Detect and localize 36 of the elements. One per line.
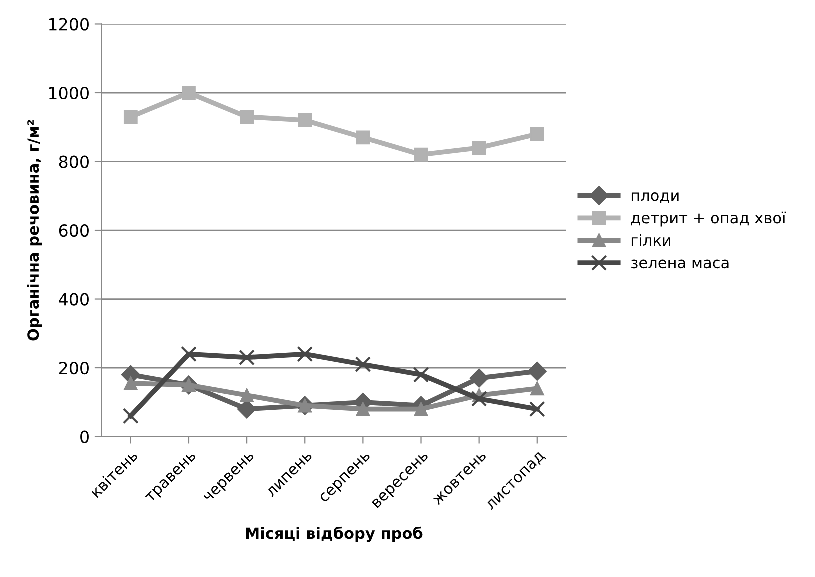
point [124,376,138,390]
point [414,402,428,416]
y-tick-label: 600 [59,224,89,238]
point [124,110,138,124]
point [530,382,544,396]
point [414,148,428,162]
point [470,368,489,388]
legend-label: плоди [632,192,679,204]
point [240,388,254,402]
point [180,346,197,362]
point [298,114,312,128]
point [355,356,372,373]
x-axis-title: Місяці відбору проб [246,526,423,542]
point [240,110,254,124]
legend-label: детрит + опад хвої [631,212,786,227]
y-tick-label: 400 [59,293,89,306]
legend-label: зелена маса [632,260,729,269]
point [297,346,314,362]
y-axis-title: Органічна речовина, г/м² [27,120,42,341]
y-tick-label: 800 [59,156,89,168]
point [413,366,430,383]
y-tick-label: 1000 [49,86,89,100]
point [471,390,488,407]
point [182,86,196,100]
point [122,408,139,424]
point [472,141,486,155]
legend-label: гілки [632,234,670,246]
y-tick-label: 1200 [49,18,89,31]
point [530,127,544,142]
y-tick-label: 200 [59,362,89,375]
point [528,362,547,381]
point [529,401,546,418]
point [239,350,256,366]
y-tick-label: 0 [80,430,89,444]
point [356,402,370,416]
point [356,130,370,145]
